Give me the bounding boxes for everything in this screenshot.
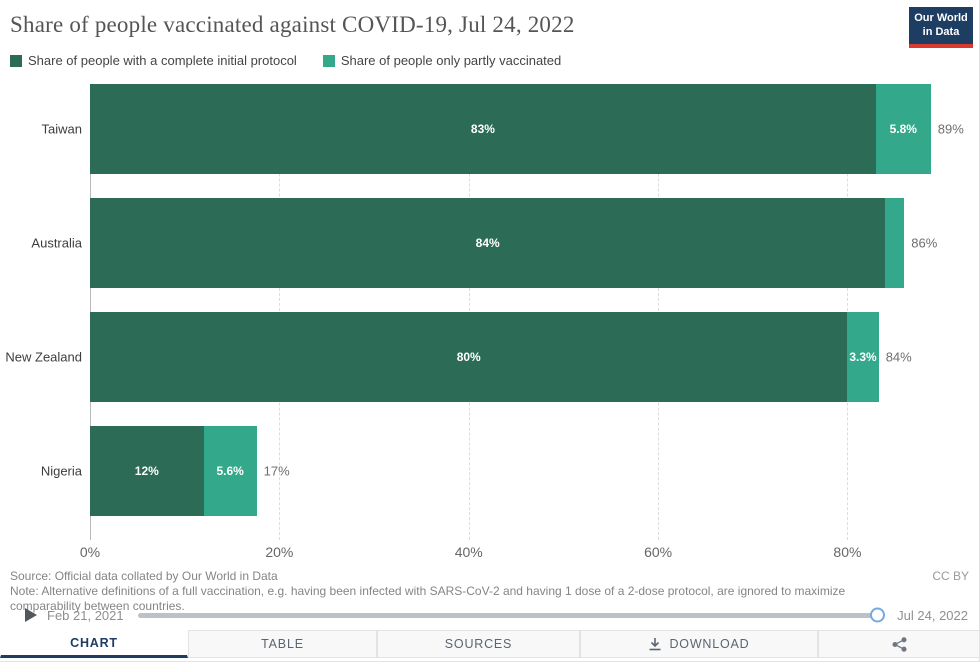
bar-segment-complete[interactable]: 84% <box>90 198 886 288</box>
bar-total-label: 86% <box>911 235 938 251</box>
bar-row: New Zealand 80% 3.3% 84% <box>5 312 979 402</box>
bar-segment-partial[interactable]: 5.6% <box>203 426 257 516</box>
legend-swatch-icon <box>322 54 335 67</box>
timeline-slider[interactable] <box>137 607 886 623</box>
legend-item-label: Share of people with a complete initial … <box>28 53 297 68</box>
tab-chart[interactable]: CHART <box>0 630 188 658</box>
tab-share[interactable] <box>818 630 979 658</box>
timeline-end-date[interactable]: Jul 24, 2022 <box>897 607 968 623</box>
bar-segment-partial[interactable]: 5.8% <box>875 84 931 174</box>
bar-segment-complete[interactable]: 83% <box>90 84 876 174</box>
x-axis-tick-label: 0% <box>79 544 101 560</box>
bar-segment-complete[interactable]: 12% <box>90 426 204 516</box>
chart-title: Share of people vaccinated against COVID… <box>10 12 575 37</box>
bar-row: Taiwan 83% 5.8% 89% <box>42 84 979 174</box>
timeline-slider-handle[interactable] <box>870 607 886 623</box>
bar-value-label: 3.3% <box>849 350 877 364</box>
timeline-start-date[interactable]: Feb 21, 2021 <box>47 607 124 623</box>
bar-segment-partial[interactable]: 3.3% <box>847 312 879 402</box>
share-icon <box>891 636 907 652</box>
tab-label: CHART <box>70 636 118 650</box>
bar-total-label: 84% <box>885 349 912 365</box>
source-note: Source: Official data collated by Our Wo… <box>10 569 890 614</box>
bar-segment-complete[interactable]: 80% <box>90 312 848 402</box>
bar-value-label: 12% <box>134 464 159 478</box>
tab-label: SOURCES <box>444 637 513 651</box>
note-line: Note: Alternative definitions of a full … <box>10 584 846 613</box>
legend: Share of people with a complete initial … <box>10 53 561 68</box>
x-axis-tick-label: 20% <box>265 544 294 560</box>
country-label: Taiwan <box>41 121 82 137</box>
tab-table[interactable]: TABLE <box>188 630 377 658</box>
country-label: Australia <box>31 235 82 251</box>
bar-value-label: 84% <box>475 236 500 250</box>
country-label: Nigeria <box>40 463 82 479</box>
bar-chart-plot-area: 0% 20% 40% 60% 80% Taiwan 83% 5.8% 89% Australia 8… <box>5 84 979 560</box>
play-icon[interactable] <box>25 608 37 622</box>
legend-item[interactable]: Share of people with a complete initial … <box>10 53 297 68</box>
download-icon <box>649 638 661 651</box>
x-axis-tick-label: 60% <box>644 544 673 560</box>
x-axis-tick-label: 80% <box>833 544 862 560</box>
timeline: Feb 21, 2021 Jul 24, 2022 <box>0 602 979 628</box>
x-axis-tick-label: 40% <box>454 544 483 560</box>
bar-row: Australia 84% 86% <box>31 198 979 288</box>
bar-value-label: 80% <box>456 350 481 364</box>
owid-logo-line2: in Data <box>922 25 960 38</box>
country-label: New Zealand <box>5 349 82 365</box>
legend-item-label: Share of people only partly vaccinated <box>340 53 562 68</box>
bar-total-label: 89% <box>937 121 964 137</box>
legend-swatch-icon <box>10 54 22 67</box>
bar-value-label: 5.6% <box>216 464 244 478</box>
bar-row: Nigeria 12% 5.6% 17% <box>41 426 979 516</box>
license-link[interactable]: CC BY <box>932 569 969 583</box>
legend-item[interactable]: Share of people only partly vaccinated <box>322 53 562 68</box>
tab-bar: CHART TABLE SOURCES DOWNLOAD <box>0 630 979 659</box>
tab-label: DOWNLOAD <box>669 637 750 651</box>
bar-segment-partial[interactable] <box>885 198 905 288</box>
tab-sources[interactable]: SOURCES <box>377 630 580 658</box>
bar-total-label: 17% <box>263 463 290 479</box>
owid-logo[interactable]: Our World in Data <box>909 7 973 48</box>
bar-value-label: 83% <box>470 122 495 136</box>
owid-logo-line1: Our World <box>914 12 968 24</box>
bar-value-label: 5.8% <box>889 122 917 136</box>
tab-label: TABLE <box>261 637 304 651</box>
source-line: Source: Official data collated by Our Wo… <box>10 569 278 583</box>
tab-download[interactable]: DOWNLOAD <box>580 630 818 658</box>
